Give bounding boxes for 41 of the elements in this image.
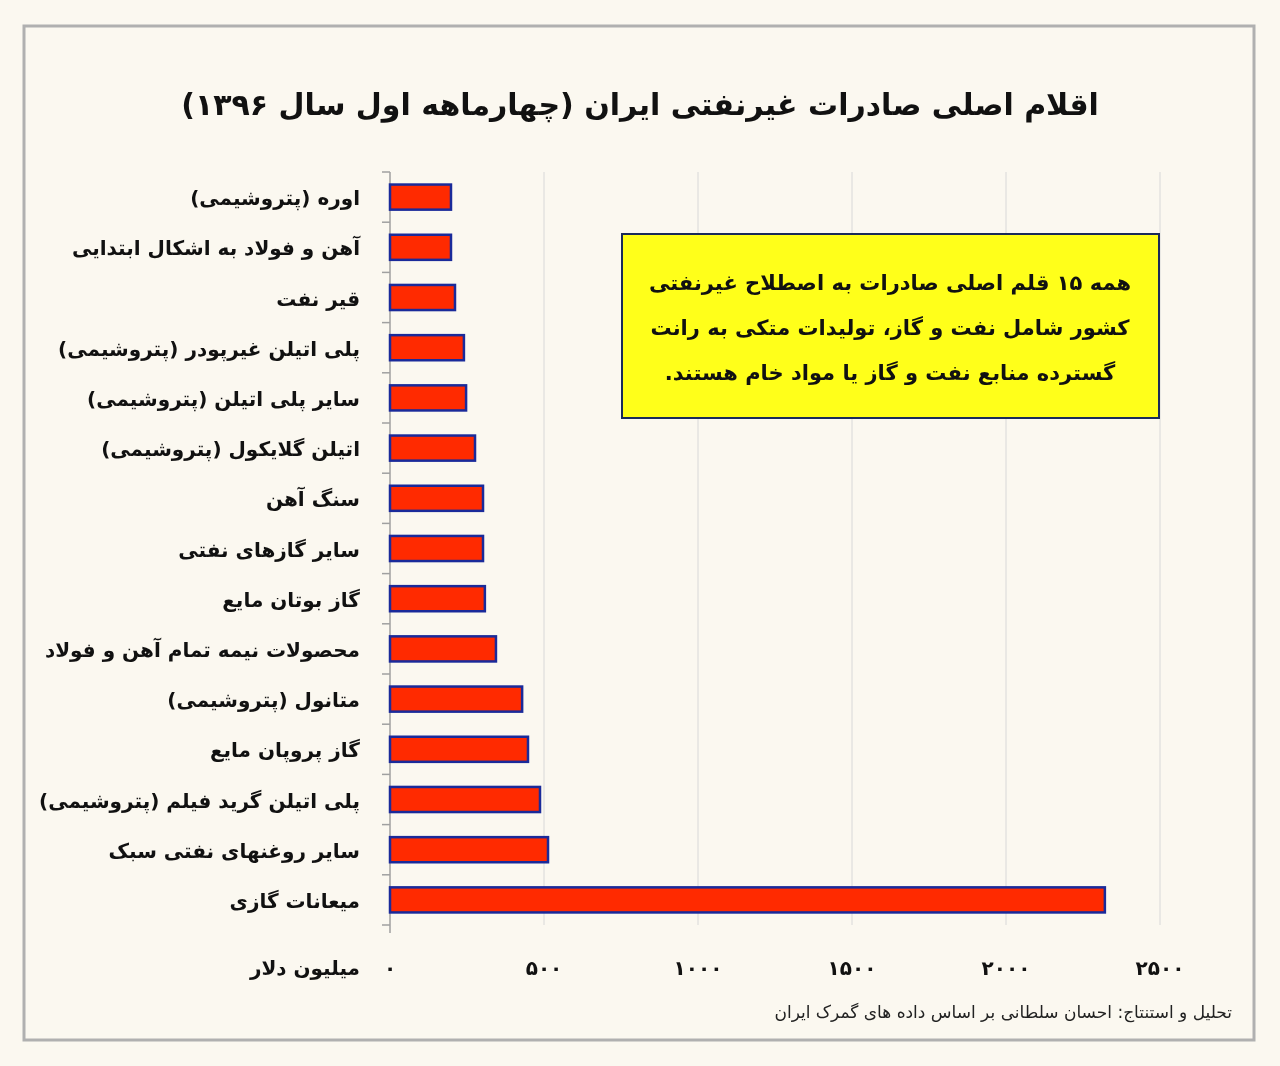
y-tick-label: سایر پلی اتیلن (پتروشیمی) xyxy=(87,386,360,412)
x-tick-label: ۱۰۰۰ xyxy=(673,956,723,980)
y-tick-label: اتیلن گلایکول (پتروشیمی) xyxy=(101,437,360,463)
bar xyxy=(388,484,485,513)
y-tick-label: آهن و فولاد به اشکال ابتدایی xyxy=(71,235,362,261)
bar xyxy=(388,534,485,563)
y-tick-label: قیر نفت xyxy=(276,286,360,311)
y-tick-label: متانول (پتروشیمی) xyxy=(167,688,360,714)
y-tick-label: میعانات گازی xyxy=(229,888,360,913)
bar xyxy=(388,384,468,412)
x-tick-label: ۱۵۰۰ xyxy=(827,956,877,980)
x-tick-label: ۲۵۰۰ xyxy=(1135,956,1185,980)
y-tick-label: اوره (پتروشیمی) xyxy=(190,186,360,212)
bar xyxy=(388,886,1107,914)
x-axis-title: میلیون دلار xyxy=(248,956,360,980)
bar xyxy=(388,835,550,864)
chart-title: اقلام اصلی صادرات غیرنفتی ایران (چهارماهه اول سال ۱۳۹۶) xyxy=(181,87,1099,123)
bar xyxy=(388,233,453,262)
y-tick-label: گاز پروپان مایع xyxy=(209,738,361,764)
bar xyxy=(388,584,487,613)
bar xyxy=(388,735,530,764)
y-tick-label: سایر روغنهای نفتی سبک xyxy=(108,838,360,863)
y-tick-label: پلی اتیلن غیرپودر (پتروشیمی) xyxy=(58,336,360,362)
bar xyxy=(388,333,466,362)
bar xyxy=(388,635,498,663)
y-tick-label: گاز بوتان مایع xyxy=(222,587,361,612)
y-tick-label: سایر گازهای نفتی xyxy=(178,537,360,562)
y-tick-label: پلی اتیلن گرید فیلم (پتروشیمی) xyxy=(39,788,360,814)
bar xyxy=(388,283,457,312)
bar xyxy=(388,183,453,211)
y-tick-label: محصولات نیمه تمام آهن و فولاد xyxy=(44,636,360,662)
x-tick-label: ۲۰۰۰ xyxy=(981,956,1031,980)
bar xyxy=(388,434,477,462)
annotation: همه ۱۵ قلم اصلی صادرات به اصطلاح غیرنفتی کشور شامل نفت و گاز، تولیدات متکی به رانت گسترده منابع نفت و گاز یا مواد خام هستند. xyxy=(648,271,1132,385)
bar xyxy=(388,685,524,713)
note-box: همه ۱۵ قلم اصلی صادرات به اصطلاح غیرنفتی کشور شامل نفت و گاز، تولیدات متکی به رانت گسترده منابع نفت و گاز یا مواد خام هستند. xyxy=(621,233,1160,419)
text: تحلیل و استنتاج: احسان سلطانی بر اساس داده های گمرک ایران xyxy=(774,1002,1233,1023)
x-tick-label: ۰ xyxy=(383,956,397,980)
bar xyxy=(388,785,542,814)
x-tick-label: ۵۰۰ xyxy=(525,956,563,980)
y-tick-label: سنگ آهن xyxy=(266,486,360,512)
